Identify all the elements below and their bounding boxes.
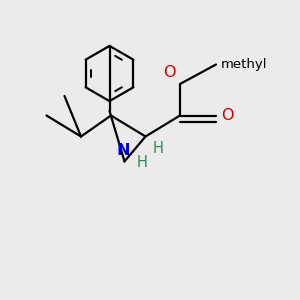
Text: O: O [163,65,175,80]
Text: N: N [116,143,130,158]
Text: methyl: methyl [220,58,267,71]
Text: H: H [136,155,147,170]
Text: H: H [153,141,164,156]
Text: O: O [221,108,234,123]
